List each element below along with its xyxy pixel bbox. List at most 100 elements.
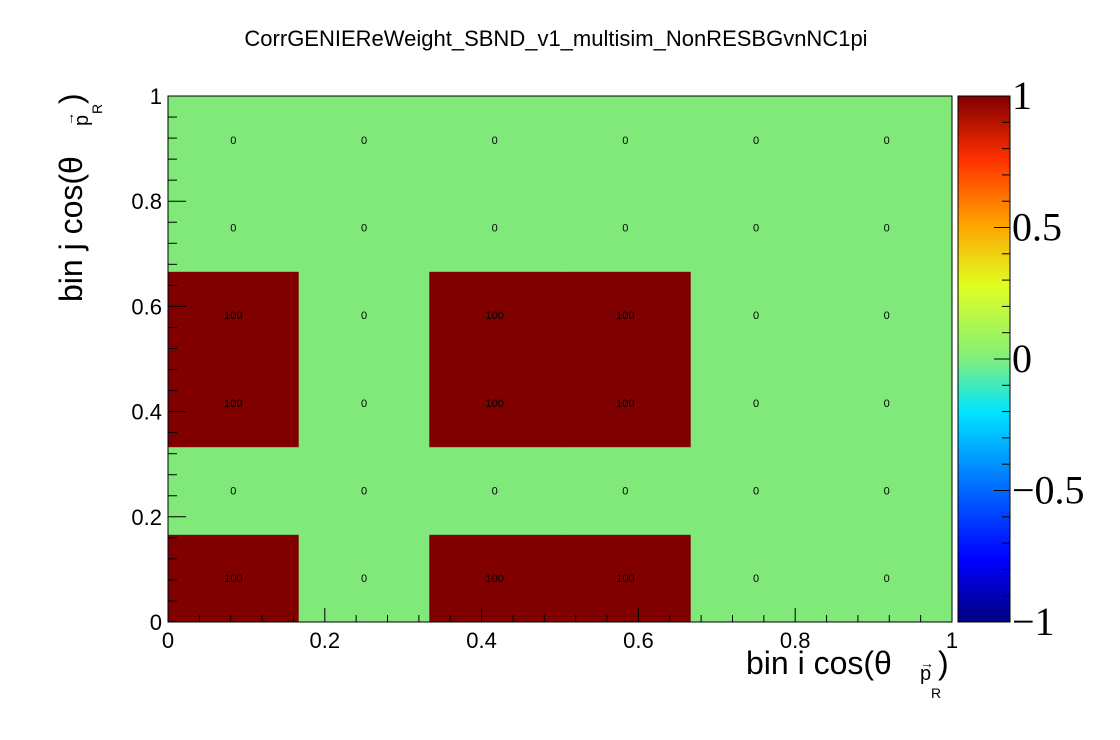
cell-value-label: 0 [622, 486, 628, 498]
heatmap-cell [168, 359, 300, 448]
cell-value-label: 0 [361, 486, 367, 498]
y-tick-label: 1 [150, 84, 162, 109]
y-axis-ticks: 0 0.2 0.4 0.6 0.8 1 [131, 84, 186, 635]
cell-value-label: 0 [753, 486, 759, 498]
x-tick-label: 0.6 [623, 628, 654, 653]
heatmap-cell [298, 359, 430, 448]
x-axis-ticks: 0 0.2 0.4 0.6 0.8 1 [162, 608, 958, 653]
x-axis-label: bin i cos(θ p → R ) [746, 645, 949, 701]
svg-text:R: R [89, 104, 105, 114]
colorbar-tick-label: 0 [1012, 336, 1032, 381]
y-tick-label: 0.8 [131, 189, 162, 214]
colorbar-tick-label: 1 [1012, 73, 1032, 118]
x-tick-label: 0.4 [466, 628, 497, 653]
svg-text:p: p [71, 115, 93, 126]
x-tick-label: 0.2 [310, 628, 341, 653]
heatmap-cell [690, 534, 822, 623]
cell-value-label: 0 [361, 573, 367, 585]
cell-value-label: 100 [616, 573, 634, 585]
heatmap-cell [821, 534, 953, 623]
heatmap-cell [429, 96, 561, 185]
heatmap-cell [560, 359, 692, 448]
cell-value-label: 100 [224, 573, 242, 585]
cell-value-label: 0 [230, 223, 236, 235]
svg-text:→: → [61, 112, 77, 126]
heatmap-cell [298, 183, 430, 272]
heatmap-cell [560, 96, 692, 185]
heatmap-cell [429, 534, 561, 623]
heatmap-cell [690, 96, 822, 185]
cell-value-label: 0 [492, 486, 498, 498]
colorbar-tick-label: 0.5 [1012, 205, 1062, 250]
heatmap-cell [168, 271, 300, 360]
y-tick-label: 0.6 [131, 294, 162, 319]
cell-value-label: 0 [361, 398, 367, 410]
cell-value-label: 0 [884, 398, 890, 410]
heatmap-cell [298, 446, 430, 535]
cell-value-label: 100 [485, 310, 503, 322]
heatmap-cell [690, 446, 822, 535]
cell-value-label: 100 [485, 573, 503, 585]
cell-value-label: 0 [753, 135, 759, 147]
heatmap-cell [821, 271, 953, 360]
svg-text:bin j cos(θ: bin j cos(θ [53, 156, 89, 302]
heatmap-cells [168, 96, 953, 623]
chart-title: CorrGENIEReWeight_SBND_v1_multisim_NonRE… [244, 26, 867, 51]
heatmap-cell [168, 183, 300, 272]
colorbar-tick-label: −1 [1012, 599, 1055, 644]
cell-value-label: 0 [884, 486, 890, 498]
cell-value-label: 0 [492, 135, 498, 147]
heatmap-cell [560, 271, 692, 360]
cell-value-label: 0 [884, 135, 890, 147]
svg-text:R: R [931, 685, 941, 701]
heatmap-cell [821, 359, 953, 448]
cell-value-label: 0 [753, 310, 759, 322]
heatmap-cell [429, 446, 561, 535]
heatmap-cell-labels: 100 0 100 100 0 0 0 0 0 0 0 0 100 0 100 100 0 0 100 0 100 100… [224, 135, 890, 585]
heatmap-cell [429, 271, 561, 360]
cell-value-label: 0 [884, 223, 890, 235]
y-tick-label: 0.4 [131, 400, 162, 425]
x-tick-label: 0 [162, 628, 174, 653]
heatmap-cell [429, 359, 561, 448]
heatmap-cell [821, 183, 953, 272]
heatmap-cell [690, 271, 822, 360]
heatmap-cell [298, 271, 430, 360]
heatmap-cell [560, 183, 692, 272]
cell-value-label: 0 [622, 135, 628, 147]
cell-value-label: 0 [884, 573, 890, 585]
colorbar-tick-label: −0.5 [1012, 468, 1085, 513]
heatmap-cell [690, 359, 822, 448]
cell-value-label: 0 [361, 223, 367, 235]
heatmap-cell [560, 534, 692, 623]
cell-value-label: 0 [492, 223, 498, 235]
heatmap-cell [821, 96, 953, 185]
heatmap-cell [429, 183, 561, 272]
y-axis-label: bin j cos(θ p → R ) [53, 93, 105, 302]
svg-text:): ) [938, 645, 949, 681]
heatmap-cell [821, 446, 953, 535]
heatmap-cell [560, 446, 692, 535]
cell-value-label: 100 [224, 398, 242, 410]
heatmap-cell [168, 96, 300, 185]
plot-frame [167, 95, 953, 623]
svg-text:bin i cos(θ: bin i cos(θ [746, 645, 892, 681]
cell-value-label: 0 [753, 223, 759, 235]
cell-value-label: 0 [884, 310, 890, 322]
cell-value-label: 0 [622, 223, 628, 235]
cell-value-label: 0 [753, 573, 759, 585]
cell-value-label: 0 [361, 310, 367, 322]
x-tick-label: 1 [946, 628, 958, 653]
heatmap-cell [168, 446, 300, 535]
heatmap-cell [168, 534, 300, 623]
cell-value-label: 0 [753, 398, 759, 410]
colorbar-ticks: 1 0.5 0 −0.5 −1 [994, 73, 1085, 644]
cell-value-label: 100 [616, 310, 634, 322]
heatmap-cell [298, 96, 430, 185]
cell-value-label: 100 [616, 398, 634, 410]
cell-value-label: 100 [224, 310, 242, 322]
cell-value-label: 0 [230, 486, 236, 498]
y-tick-label: 0 [150, 610, 162, 635]
cell-value-label: 100 [485, 398, 503, 410]
